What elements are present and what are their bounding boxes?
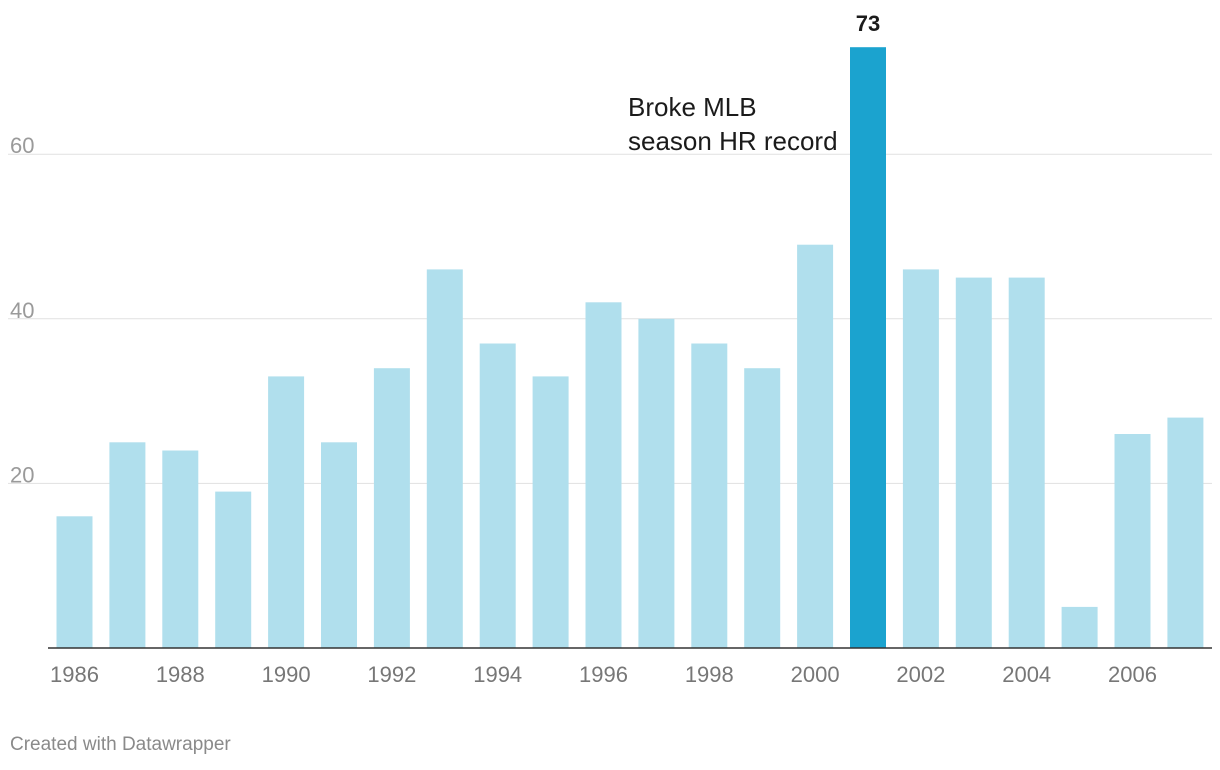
bar-1992 [373,368,410,648]
x-tick-label-1990: 1990 [262,662,311,687]
x-tick-label-2000: 2000 [791,662,840,687]
bar-1997 [638,318,675,648]
bar-1989 [215,491,252,648]
annotation-line-2: season HR record [628,126,838,156]
bar-1999 [744,368,781,648]
bar-2007 [1167,417,1204,648]
bar-2000 [797,244,834,648]
bar-1990 [268,376,305,648]
bar-1988 [162,450,199,648]
bar-2005 [1061,606,1098,648]
x-tick-label-1988: 1988 [156,662,205,687]
y-tick-label-20: 20 [10,462,34,487]
bar-1987 [109,442,146,649]
y-tick-label-40: 40 [10,298,34,323]
bar-1994 [479,343,516,648]
bar-2002 [902,269,939,648]
bar-1996 [585,302,622,648]
annotation-line-1: Broke MLB [628,92,757,122]
x-tick-label-1996: 1996 [579,662,628,687]
bar-1995 [532,376,569,648]
bar-2001 [850,47,886,648]
y-tick-label-60: 60 [10,133,34,158]
bar-2006 [1114,434,1151,648]
bar-2003 [955,277,992,648]
x-axis-tick-labels: 1986 1988 1990 1992 1994 1996 1998 2000 2002 2004… [50,662,1157,687]
x-tick-label-2006: 2006 [1108,662,1157,687]
x-tick-label-2004: 2004 [1002,662,1051,687]
bar-2004 [1008,277,1045,648]
x-tick-label-1992: 1992 [367,662,416,687]
bar-1998 [691,343,728,648]
annotation: Broke MLB season HR record [628,92,838,156]
y-axis-tick-labels: 20 40 60 [10,133,34,487]
footer-credit: Created with Datawrapper [10,734,231,755]
bar-1986 [56,516,93,648]
bar-1993 [426,269,463,648]
x-tick-label-1986: 1986 [50,662,99,687]
x-tick-label-1998: 1998 [685,662,734,687]
bar-1991 [321,442,357,649]
x-tick-label-2002: 2002 [896,662,945,687]
bars: 73 [56,11,1204,649]
value-label-2001: 73 [856,11,880,36]
x-tick-label-1994: 1994 [473,662,522,687]
